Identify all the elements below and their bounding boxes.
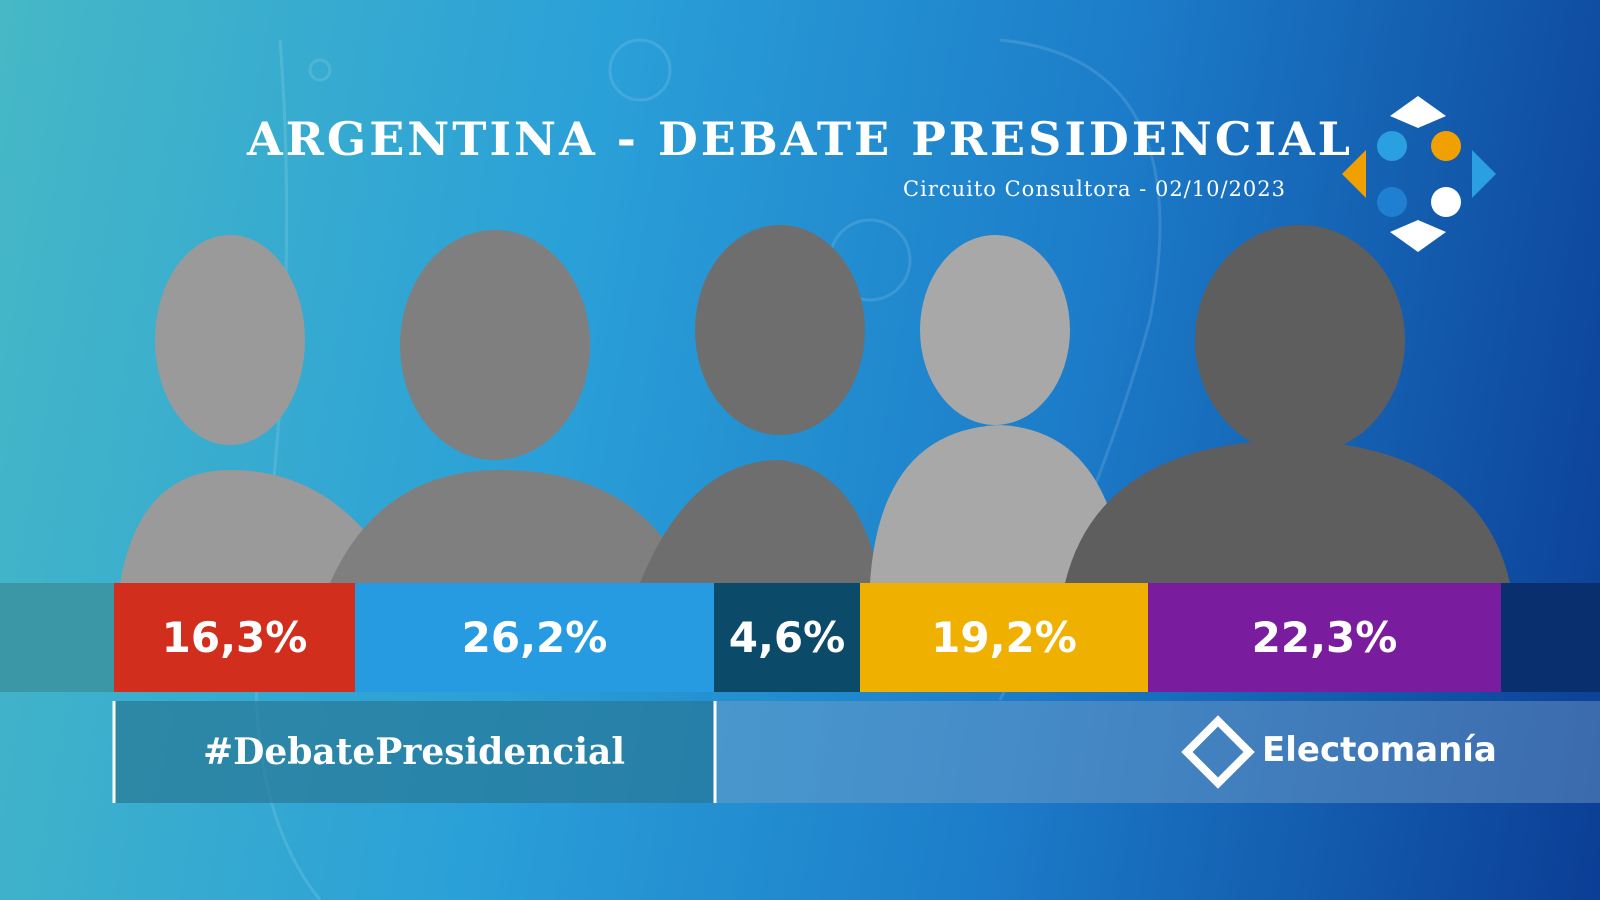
result-segment: 22,3%: [1148, 583, 1501, 692]
hashtag: #DebatePresidencial: [202, 731, 626, 773]
candidate-photos: [120, 225, 1510, 583]
result-segment: 16,3%: [114, 583, 355, 692]
result-segment: 19,2%: [860, 583, 1148, 692]
result-segment: 4,6%: [714, 583, 860, 692]
logo: [1342, 96, 1496, 252]
result-segment: 26,2%: [355, 583, 714, 692]
title: ARGENTINA - DEBATE PRESIDENCIAL: [246, 112, 1353, 166]
brand: Electomanía: [1262, 730, 1497, 770]
subtitle: Circuito Consultora - 02/10/2023: [903, 177, 1286, 201]
